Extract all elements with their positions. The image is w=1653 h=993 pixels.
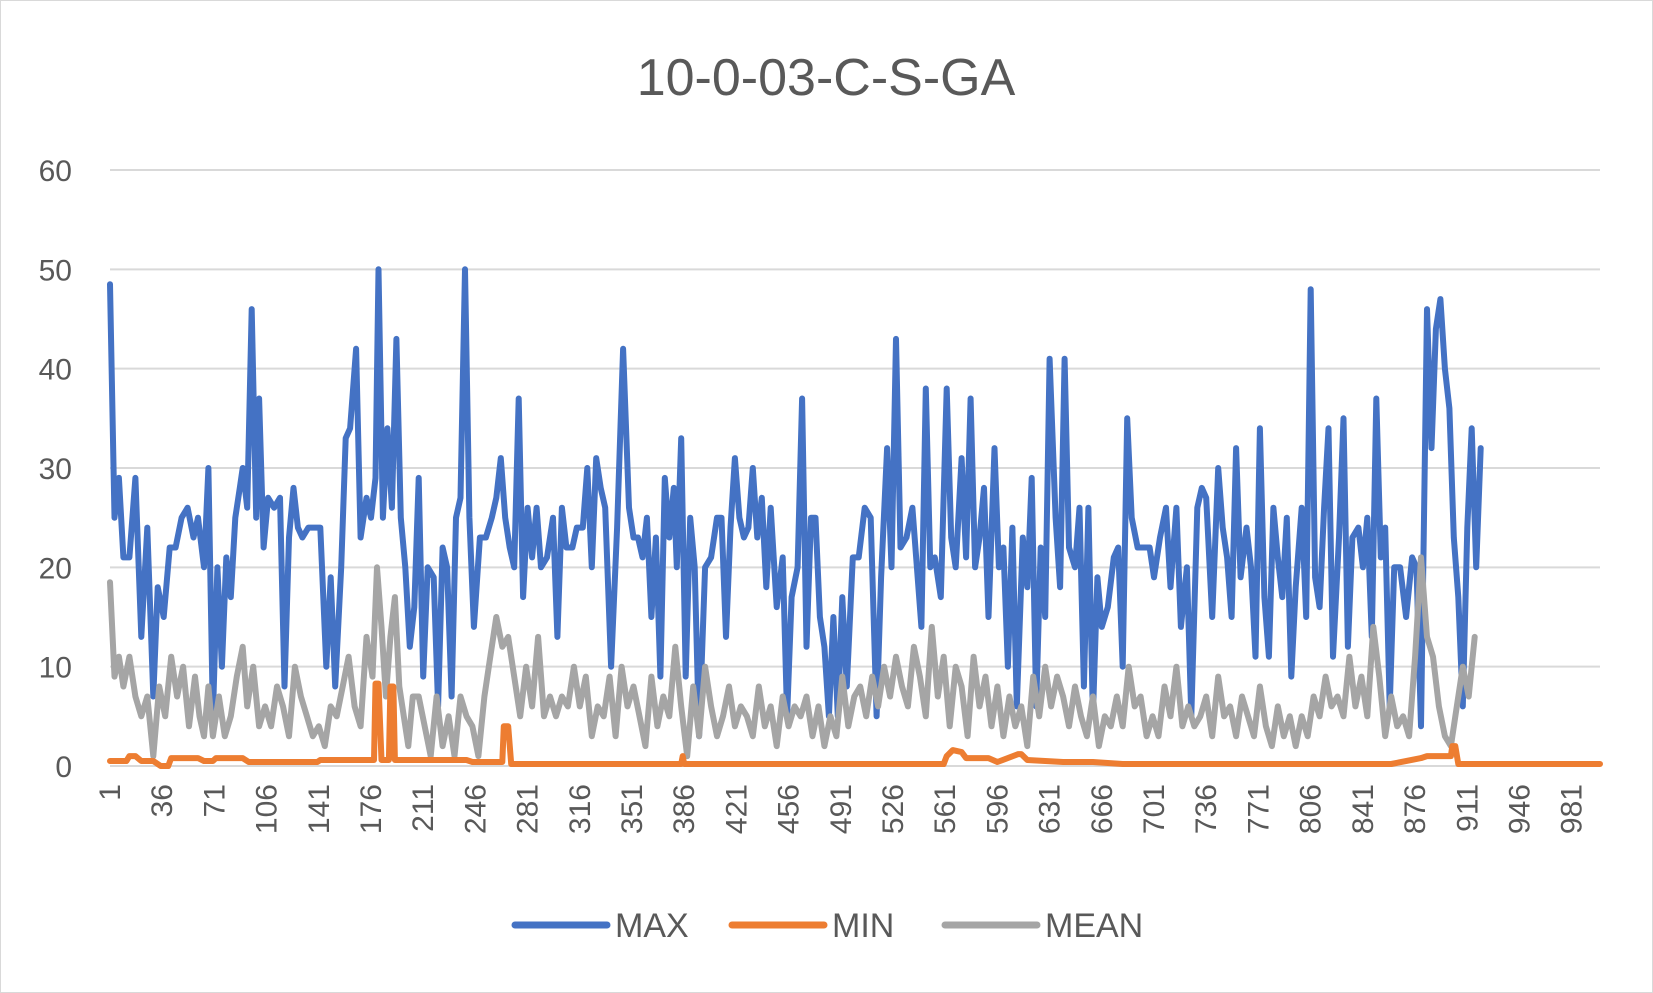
x-tick-label: 36 — [146, 784, 179, 817]
y-tick-label: 10 — [39, 652, 72, 685]
y-tick-label: 20 — [39, 552, 72, 585]
x-tick-label: 141 — [303, 784, 336, 834]
series-lines — [107, 266, 1603, 769]
x-tick-label: 771 — [1242, 784, 1275, 834]
x-axis-tick-labels: 1 36 71 106 141 176 211 246 281 316 351 386 421 456 49… — [94, 784, 1589, 834]
x-tick-label: 71 — [198, 784, 231, 817]
x-tick-label: 631 — [1034, 784, 1067, 834]
x-tick-label: 386 — [668, 784, 701, 834]
x-tick-label: 666 — [1086, 784, 1119, 834]
x-tick-label: 1 — [94, 784, 127, 801]
x-tick-label: 281 — [512, 784, 545, 834]
x-tick-label: 491 — [825, 784, 858, 834]
y-tick-label: 30 — [39, 453, 72, 486]
x-tick-label: 176 — [355, 784, 388, 834]
x-tick-label: 106 — [251, 784, 284, 834]
y-tick-label: 50 — [39, 254, 72, 287]
y-axis-tick-labels: 0 10 20 30 40 50 60 — [39, 155, 72, 784]
legend-label-min: MIN — [832, 907, 894, 945]
x-tick-label: 736 — [1190, 784, 1223, 834]
series-line-mean — [107, 554, 1478, 760]
x-tick-label: 876 — [1399, 784, 1432, 834]
x-tick-label: 806 — [1295, 784, 1328, 834]
legend-label-mean: MEAN — [1045, 907, 1143, 945]
x-tick-label: 841 — [1347, 784, 1380, 834]
legend: MAX MIN MEAN — [511, 907, 1143, 945]
x-tick-label: 946 — [1503, 784, 1536, 834]
y-tick-label: 0 — [55, 751, 72, 784]
x-tick-label: 596 — [981, 784, 1014, 834]
x-tick-label: 561 — [929, 784, 962, 834]
x-tick-label: 911 — [1451, 784, 1484, 832]
chart-title: 10-0-03-C-S-GA — [637, 49, 1016, 107]
legend-label-max: MAX — [615, 907, 689, 945]
y-tick-label: 40 — [39, 354, 72, 387]
x-tick-label: 456 — [773, 784, 806, 834]
x-tick-label: 351 — [616, 784, 649, 834]
y-tick-label: 60 — [39, 155, 72, 188]
x-tick-label: 701 — [1138, 784, 1171, 834]
x-tick-label: 981 — [1556, 784, 1589, 834]
x-tick-label: 246 — [459, 784, 492, 834]
x-tick-label: 421 — [720, 784, 753, 834]
x-tick-label: 526 — [877, 784, 910, 834]
series-line-min — [107, 680, 1603, 769]
series-line-max — [107, 266, 1484, 740]
x-tick-label: 211 — [407, 784, 440, 832]
x-tick-label: 316 — [564, 784, 597, 834]
